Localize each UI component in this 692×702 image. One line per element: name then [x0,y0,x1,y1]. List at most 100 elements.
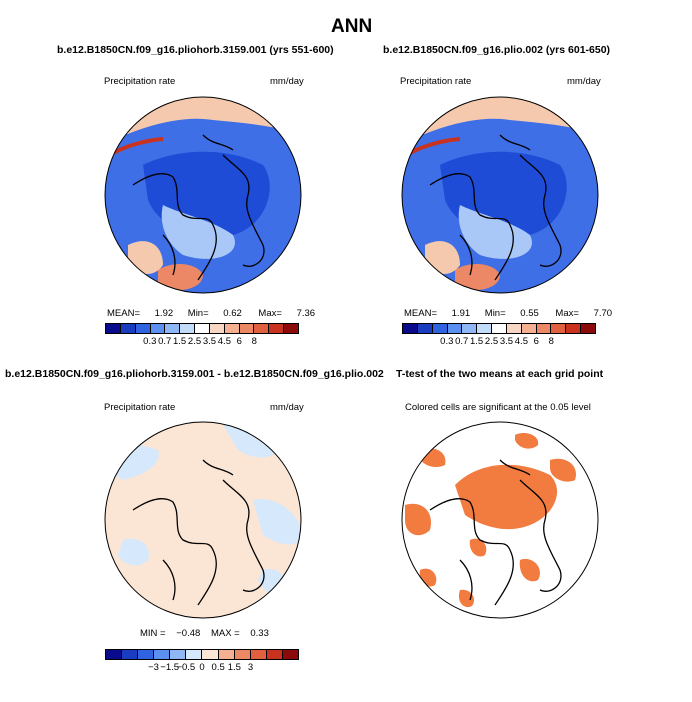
diff-blue-patch [118,538,149,566]
colorbar-tick-label: 2.5 [187,336,202,347]
panel-title-bottom-right: T-test of the two means at each grid poi… [396,368,604,380]
max-label: Max= [258,308,282,319]
min-value: −0.48 [176,628,201,639]
min-value: 0.55 [520,308,539,319]
colorbar-tick-label: 3.5 [202,336,217,347]
colorbar-swatch [284,324,298,333]
colorbar-tick-label: 6 [236,336,242,347]
significance-note: Colored cells are significant at the 0.0… [405,402,591,413]
precip-salmon-patch [455,263,500,291]
colorbar-swatch [282,650,298,659]
colorbar-swatch [106,324,121,333]
precip-peach-patch [128,241,163,275]
variable-label-top-right: Precipitation rate [400,76,472,87]
colorbar-tick-label: 3 [247,662,254,673]
units-label-top-left: mm/day [270,76,304,87]
colorbar-swatch [135,324,151,333]
panel-title-top-left: b.e12.B1850CN.f09_g16.pliohorb.3159.001 … [57,44,334,56]
colorbar-tick-label: 2.5 [484,336,499,347]
colorbar-tick-label: 0.5 [211,662,225,673]
colorbar-swatch [581,324,595,333]
significant-region [469,538,487,557]
colorbar-swatch [250,650,267,659]
colorbar-tick-label: −0.5 [176,662,196,673]
colorbar-swatch [266,650,283,659]
precip-light-region [161,205,235,259]
stats-top-right: MEAN= 1.91 Min= 0.55 Max= 7.70 [404,308,612,319]
colorbar-swatch [122,650,139,659]
colorbar-swatch [566,324,582,333]
colorbar-ticks-top-right: 0.3 0.7 1.5 2.5 3.5 4.5 6 8 [402,336,596,348]
colorbar-swatch [403,324,418,333]
colorbar-ticks-bottom-left: −3 −1.5 −0.5 0 0.5 1.5 3 [105,662,299,674]
colorbar-swatch [165,324,181,333]
coastline [132,134,265,281]
significant-region [519,558,540,582]
colorbar-tick-label: −3 [148,662,159,673]
polar-map-bottom-left [104,421,302,619]
min-label: MIN = [140,628,166,639]
mean-label: MEAN= [404,308,437,319]
max-value: 7.70 [593,308,613,319]
significant-region [515,433,539,449]
precip-red-streak [409,137,461,155]
colorbar-swatch [447,324,463,333]
significant-region [458,589,475,608]
max-label: MAX = [210,628,240,639]
polar-map-top-left [104,96,302,294]
colorbar-tick-label: 0.3 [143,336,157,347]
colorbar-tick-label: 0.3 [440,336,454,347]
colorbar-swatch [186,650,203,659]
min-label: Min= [187,308,209,319]
precip-peach-patch [425,241,460,275]
colorbar-tick-label: 4.5 [217,336,231,347]
colorbar-tick-label: 3.5 [499,336,514,347]
precip-light-region [458,205,532,259]
significant-region [550,458,576,482]
colorbar-swatch [477,324,493,333]
colorbar-bottom-left [105,649,299,660]
colorbar-top-right [402,323,596,334]
colorbar-swatch [106,650,123,659]
colorbar-swatch [234,650,251,659]
max-value: 7.36 [296,308,316,319]
coastline [429,134,562,281]
stats-top-left: MEAN= 1.92 Min= 0.62 Max= 7.36 [107,308,315,319]
colorbar-top-left [105,323,299,334]
coastline [429,459,562,606]
colorbar-swatch [492,324,507,333]
min-label: Min= [484,308,506,319]
colorbar-swatch [154,650,171,659]
colorbar-swatch [150,324,166,333]
colorbar-swatch [521,324,537,333]
units-label-bottom-left: mm/day [270,402,304,413]
panel-title-top-right: b.e12.B1850CN.f09_g16.plio.002 (yrs 601-… [383,44,611,56]
max-value: 0.33 [250,628,269,639]
colorbar-swatch [536,324,552,333]
colorbar-swatch [417,324,433,333]
colorbar-tick-label: 8 [251,336,257,347]
colorbar-swatch [202,650,219,659]
colorbar-swatch [218,650,235,659]
colorbar-tick-label: −1.5 [160,662,180,673]
units-label-top-right: mm/day [567,76,601,87]
colorbar-swatch [506,324,522,333]
figure-title: ANN [331,16,373,37]
colorbar-tick-label: 0.7 [158,336,172,347]
variable-label-top-left: Precipitation rate [104,76,176,87]
colorbar-tick-label: 1.5 [227,662,241,673]
colorbar-tick-label: 8 [548,336,554,347]
diff-blue-patch [253,499,301,545]
polar-map-bottom-right [401,421,599,619]
colorbar-tick-label: 0.7 [455,336,469,347]
colorbar-swatch [180,324,196,333]
colorbar-swatch [138,650,155,659]
colorbar-swatch [224,324,240,333]
coastline [132,459,265,606]
colorbar-swatch [239,324,255,333]
colorbar-tick-label: 6 [533,336,539,347]
colorbar-tick-label: 1.5 [470,336,484,347]
mean-value: 1.91 [451,308,471,319]
colorbar-swatch [254,324,270,333]
significant-region [405,503,431,536]
